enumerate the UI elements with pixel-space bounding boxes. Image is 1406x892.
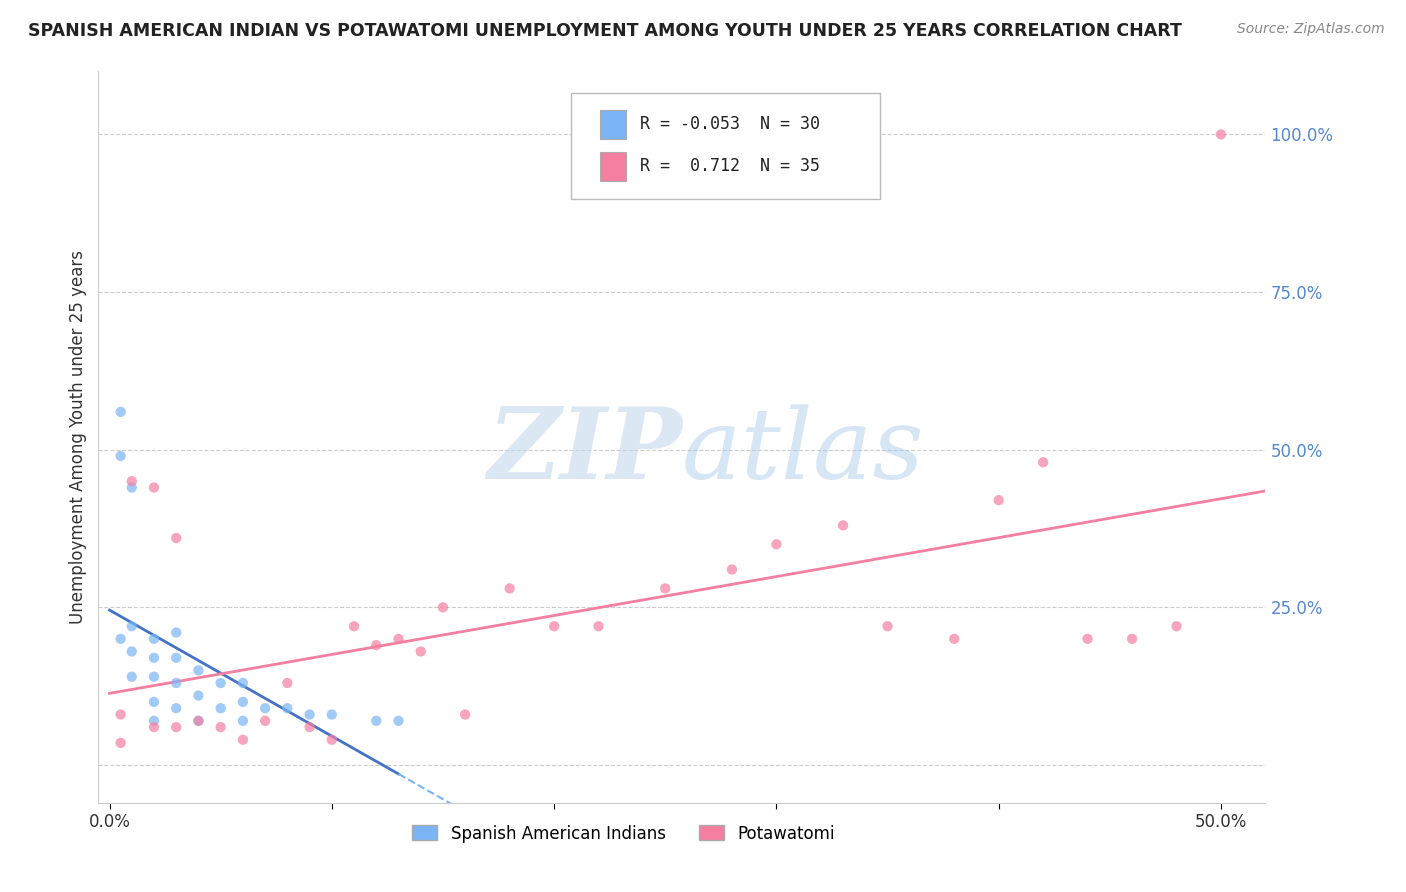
Point [143,670,166,684]
Point [254,714,277,728]
Point [454,707,477,722]
Point [1209,128,1232,142]
Point [876,619,898,633]
Point [1121,632,1143,646]
Point [110,736,132,750]
Point [143,695,166,709]
Point [588,619,610,633]
Point [165,676,187,690]
Point [276,676,298,690]
Point [1032,455,1054,469]
Text: R =  0.712  N = 35: R = 0.712 N = 35 [640,158,820,176]
Text: R = -0.053  N = 30: R = -0.053 N = 30 [640,115,820,134]
Y-axis label: Unemployment Among Youth under 25 years: Unemployment Among Youth under 25 years [69,250,87,624]
Point [298,707,321,722]
Point [143,481,166,495]
Text: Source: ZipAtlas.com: Source: ZipAtlas.com [1237,22,1385,37]
Point [1077,632,1099,646]
Point [110,632,132,646]
Point [187,664,209,678]
Text: atlas: atlas [682,404,925,500]
Point [298,720,321,734]
FancyBboxPatch shape [600,110,626,139]
Point [143,632,166,646]
Text: SPANISH AMERICAN INDIAN VS POTAWATOMI UNEMPLOYMENT AMONG YOUTH UNDER 25 YEARS CO: SPANISH AMERICAN INDIAN VS POTAWATOMI UN… [28,22,1182,40]
Point [187,714,209,728]
Point [409,644,432,658]
FancyBboxPatch shape [571,94,880,200]
Text: ZIP: ZIP [486,403,682,500]
Point [232,714,254,728]
Point [187,714,209,728]
Point [1166,619,1188,633]
Point [121,644,143,658]
Point [121,474,143,488]
Point [165,720,187,734]
Point [165,531,187,545]
Point [143,650,166,665]
Point [366,714,388,728]
Point [321,707,343,722]
Point [987,493,1010,508]
Point [232,695,254,709]
Point [110,707,132,722]
Point [165,650,187,665]
Point [232,732,254,747]
Point [543,619,565,633]
FancyBboxPatch shape [600,152,626,181]
Point [165,701,187,715]
Point [721,562,744,576]
Point [165,625,187,640]
Point [110,449,132,463]
Point [254,701,277,715]
Point [387,632,409,646]
Legend: Spanish American Indians, Potawatomi: Spanish American Indians, Potawatomi [406,818,841,849]
Point [765,537,787,551]
Point [432,600,454,615]
Point [121,670,143,684]
Point [110,405,132,419]
Point [209,720,232,734]
Point [143,714,166,728]
Point [654,582,676,596]
Point [232,676,254,690]
Point [832,518,855,533]
Point [209,676,232,690]
Point [121,481,143,495]
Point [321,732,343,747]
Point [498,582,520,596]
Point [143,720,166,734]
Point [943,632,966,646]
Point [366,638,388,652]
Point [276,701,298,715]
Point [387,714,409,728]
Point [209,701,232,715]
Point [121,619,143,633]
Point [187,689,209,703]
Point [343,619,366,633]
